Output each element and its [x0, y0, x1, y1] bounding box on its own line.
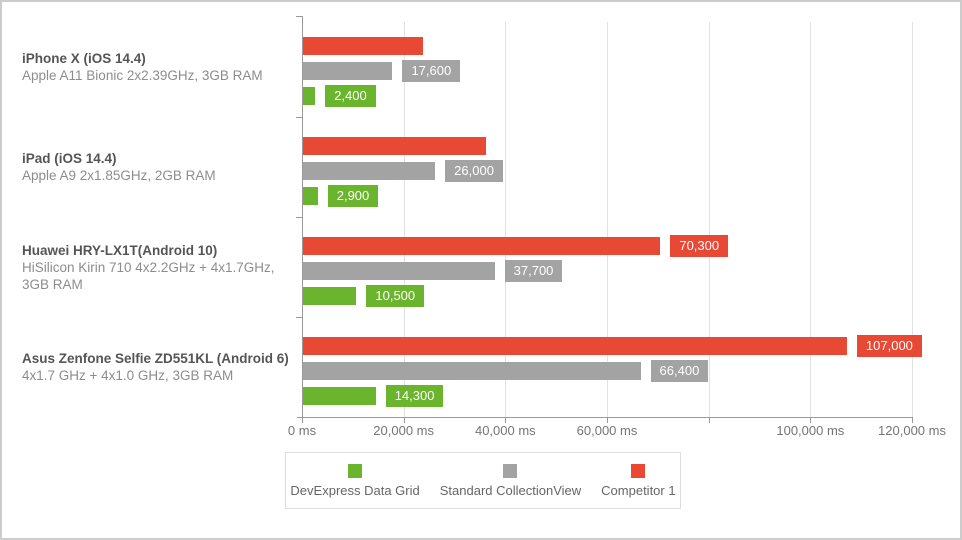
bar-devexpress-data-grid: [303, 187, 318, 205]
x-axis-line: [297, 417, 913, 418]
bar-standard-collectionview: [303, 362, 641, 380]
category-spec: Apple A11 Bionic 2x2.39GHz, 3GB RAM: [22, 68, 263, 83]
category-label: Huawei HRY-LX1T(Android 10) HiSilicon Kir…: [22, 217, 294, 317]
value-label: 70,300: [670, 235, 729, 257]
bar-competitor-1: [303, 237, 661, 255]
category-name: iPhone X (iOS 14.4): [22, 51, 146, 66]
bars-group: 26,000 2,900: [303, 117, 960, 217]
bars-group: 70,300 37,700 10,500: [303, 217, 960, 317]
legend-item-label: DevExpress Data Grid: [290, 482, 420, 498]
bar-devexpress-data-grid: [303, 287, 357, 305]
category-row: iPad (iOS 14.4) Apple A9 2x1.85GHz, 2GB R…: [2, 117, 960, 217]
x-axis-tick: [607, 418, 608, 423]
legend-item-standard-collectionview: Standard CollectionView: [439, 463, 582, 498]
legend: DevExpress Data Grid Standard CollectionV…: [285, 452, 681, 509]
category-tick: [296, 16, 303, 17]
value-label: 66,400: [650, 360, 709, 382]
bar-row: 14,300: [303, 385, 960, 407]
x-axis-tick: [708, 418, 710, 423]
gridline: [810, 22, 812, 417]
gridline: [912, 22, 913, 417]
category-name: iPad (iOS 14.4): [22, 151, 117, 166]
x-axis-tick-label: 40,000 ms: [474, 423, 536, 438]
legend-item-label: Competitor 1: [601, 482, 676, 498]
category-label: Asus Zenfone Selfie ZD551KL (Android 6) 4…: [22, 317, 294, 417]
category-label: iPhone X (iOS 14.4) Apple A11 Bionic 2x2.…: [22, 17, 294, 117]
x-axis-tick-label: 0 ms: [287, 423, 317, 438]
x-axis-tick-label: 120,000 ms: [878, 423, 946, 438]
legend-swatch: [503, 463, 518, 478]
legend-item-competitor-1: Competitor 1: [601, 463, 676, 498]
value-label: 2,900: [327, 185, 379, 207]
category-row: Huawei HRY-LX1T(Android 10) HiSilicon Kir…: [2, 217, 960, 317]
value-label: 107,000: [856, 335, 922, 357]
value-label: 26,000: [445, 160, 503, 182]
value-label: 17,600: [402, 60, 461, 82]
category-name: Huawei HRY-LX1T(Android 10): [22, 242, 218, 258]
bar-competitor-1: [303, 37, 423, 55]
gridline: [403, 22, 405, 417]
x-axis-tick: [810, 418, 812, 423]
legend-swatch: [348, 463, 363, 478]
category-tick: [296, 317, 303, 318]
bar-competitor-1: [303, 137, 486, 155]
bars-group: 17,600 2,400: [303, 17, 960, 117]
category-spec: HiSilicon Kirin 710 4x2.2GHz + 4x1.7GHz,…: [22, 259, 275, 292]
x-axis-tick-label: 100,000 ms: [776, 423, 845, 438]
bar-row: 70,300: [303, 235, 960, 257]
x-axis-tick: [403, 418, 405, 423]
gridline: [505, 22, 507, 417]
bar-row: 2,400: [303, 85, 960, 107]
x-axis-tick-label: 20,000 ms: [373, 423, 435, 438]
category-label: iPad (iOS 14.4) Apple A9 2x1.85GHz, 2GB R…: [22, 117, 294, 217]
category-spec: 4x1.7 GHz + 4x1.0 GHz, 3GB RAM: [22, 368, 234, 383]
x-axis-tick: [302, 418, 303, 423]
value-label: 10,500: [366, 285, 425, 307]
value-label: 37,700: [504, 260, 563, 282]
bar-row: [303, 37, 960, 55]
bar-standard-collectionview: [303, 162, 436, 180]
category-tick: [296, 217, 303, 218]
gridline: [607, 22, 608, 417]
category-row: iPhone X (iOS 14.4) Apple A11 Bionic 2x2.…: [2, 17, 960, 117]
category-name: Asus Zenfone Selfie ZD551KL (Android 6): [22, 351, 289, 366]
y-axis-line: [302, 16, 303, 417]
legend-item-label: Standard CollectionView: [439, 482, 582, 498]
bar-row: 66,400: [303, 360, 960, 382]
bar-row: 107,000: [303, 335, 960, 357]
bars-group: 107,000 66,400 14,300: [303, 317, 960, 417]
category-tick: [296, 117, 303, 118]
bar-devexpress-data-grid: [303, 387, 376, 405]
gridline: [708, 22, 710, 417]
bar-row: 10,500: [303, 285, 960, 307]
category-row: Asus Zenfone Selfie ZD551KL (Android 6) 4…: [2, 317, 960, 417]
category-spec: Apple A9 2x1.85GHz, 2GB RAM: [22, 168, 216, 183]
legend-item-devexpress-data-grid: DevExpress Data Grid: [290, 463, 420, 498]
bar-row: 26,000: [303, 160, 960, 182]
bar-row: 37,700: [303, 260, 960, 282]
bar-devexpress-data-grid: [303, 87, 316, 105]
bar-row: 17,600: [303, 60, 960, 82]
x-axis-tick: [505, 418, 507, 423]
legend-swatch: [631, 463, 646, 478]
value-label: 2,400: [325, 85, 376, 107]
x-axis-tick-label: 60,000 ms: [576, 423, 638, 438]
bar-row: 2,900: [303, 185, 960, 207]
x-axis-tick: [912, 418, 913, 423]
bar-standard-collectionview: [303, 262, 495, 280]
bar-competitor-1: [303, 337, 847, 355]
bar-standard-collectionview: [303, 62, 393, 80]
bar-row: [303, 137, 960, 155]
value-label: 14,300: [385, 385, 444, 407]
